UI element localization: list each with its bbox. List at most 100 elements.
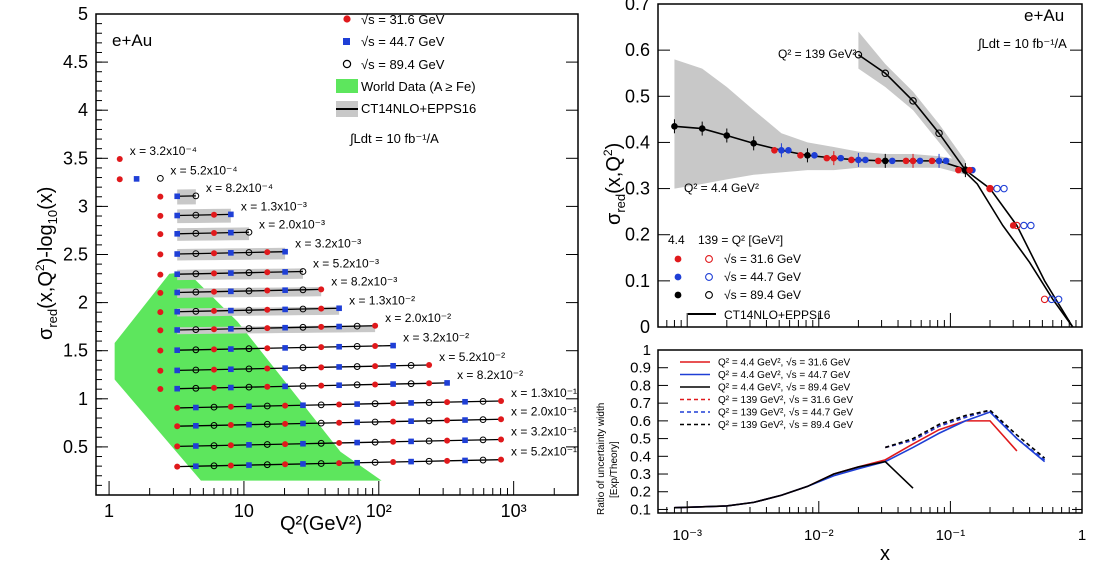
data-point [837,154,845,162]
point-sqrt-s-89 [299,344,307,351]
x-tick-label: 10 [234,501,254,521]
rt-legend: 4.4 139 = Q² [GeV²] √s = 31.6 GeV √s = 44… [668,233,831,322]
data-point [874,157,882,165]
point-sqrt-s-44 [282,306,288,313]
point-sqrt-s-31 [211,384,218,391]
data-point [811,152,818,159]
point-sqrt-s-31 [157,251,164,258]
data-point [723,132,731,139]
y-tick-label: 0.9 [630,360,651,377]
point-sqrt-s-89 [192,384,200,392]
point-sqrt-s-44 [282,365,288,371]
point-sqrt-s-44 [246,421,252,428]
rt-legend-line-label: CT14NLO+EPPS16 [724,308,831,322]
legend-item: Q² = 4.4 GeV², √s = 89.4 GeV [718,382,851,394]
legend-background [676,352,874,434]
data-point [671,122,678,130]
left-lumi: ∫Ldt = 10 fb⁻¹/A [349,131,439,146]
legend-item: √s = 89.4 GeV [361,57,445,72]
legend-filled-marker [674,255,682,263]
x-bin-label: x = 8.2x10⁻⁴ [206,181,273,195]
point-sqrt-s-89 [245,306,253,314]
rt-label-q44: Q² = 4.4 GeV² [684,181,759,195]
point-sqrt-s-44 [282,345,288,351]
point-sqrt-s-44 [462,417,468,423]
point-sqrt-s-89 [479,416,487,424]
point-sqrt-s-31 [318,364,325,371]
point-sqrt-s-31 [157,193,164,200]
x-bin-label: x = 3.2x10⁻⁴ [130,144,197,158]
point-sqrt-s-89 [299,382,307,390]
data-point [966,166,973,174]
point-sqrt-s-31 [211,270,218,277]
rb-legend: Q² = 4.4 GeV², √s = 31.6 GeV Q² = 4.4 GeV… [676,352,874,434]
point-sqrt-s-44 [408,418,414,424]
y-tick-label: 0.5 [625,86,650,106]
point-sqrt-s-44 [193,404,199,411]
point-sqrt-s-89 [245,249,253,256]
point-sqrt-s-31 [318,286,325,293]
y-tick-label: 0 [640,317,650,337]
point-sqrt-s-44 [174,193,180,200]
point-sqrt-s-31 [318,382,325,389]
point-sqrt-s-44 [282,287,288,293]
data-point [935,129,943,137]
left-y-axis-title: σred(x,Q2)-log10(x) [33,187,60,340]
point-sqrt-s-44 [354,459,360,466]
point-sqrt-s-44 [193,463,199,470]
y-tick-label: 0.8 [630,377,651,394]
point-sqrt-s-89 [317,460,325,467]
point-sqrt-s-31 [174,404,181,411]
world-data-polygon [114,271,382,481]
theory-line [857,54,1074,328]
point-sqrt-s-31 [336,460,343,467]
theory-band [858,31,966,175]
point-sqrt-s-31 [227,462,234,469]
legend-marker-green-box [336,79,358,93]
point-sqrt-s-31 [157,271,164,278]
legend-item: Q² = 4.4 GeV², √s = 31.6 GeV [718,357,851,369]
point-sqrt-s-89 [353,381,361,389]
point-sqrt-s-44 [408,438,414,445]
point-sqrt-s-31 [498,436,505,443]
theory-band [177,268,303,281]
point-sqrt-s-89 [156,174,164,182]
point-sqrt-s-89 [371,418,379,426]
point-sqrt-s-44 [336,323,342,330]
point-sqrt-s-44 [228,270,234,276]
point-sqrt-s-89 [299,268,307,275]
data-point [1047,295,1056,304]
theory-bands [674,31,966,189]
y-tick-label: 3 [78,196,88,216]
point-sqrt-s-44 [174,308,180,315]
point-sqrt-s-31 [264,345,271,352]
point-sqrt-s-44 [282,269,288,275]
y-tick-label: 0.6 [630,413,651,430]
point-sqrt-s-44 [228,384,234,391]
point-sqrt-s-31 [211,250,218,257]
x-bin-labels: x = 3.2x10⁻⁴ x = 5.2x10⁻⁴ x = 8.2x10⁻⁴ x = … [130,144,577,459]
rb-y-axis-title-1: Ratio of uncertainty width [596,403,607,515]
point-sqrt-s-44 [336,364,342,370]
point-sqrt-s-44 [408,400,414,406]
x-tick-label: 1 [104,501,114,521]
point-sqrt-s-31 [211,211,218,218]
theory-band [177,208,231,224]
y-tick-label: 4.5 [63,52,88,72]
data-point [955,166,962,174]
point-sqrt-s-31 [372,363,379,370]
point-sqrt-s-31 [390,418,397,425]
point-sqrt-s-44 [300,461,306,467]
y-tick-label: 0.3 [625,179,650,199]
y-tick-label: 0.6 [625,40,650,60]
point-sqrt-s-31 [157,327,164,334]
point-sqrt-s-89 [192,326,200,334]
point-sqrt-s-44 [390,381,396,387]
point-sqrt-s-31 [264,287,271,294]
point-sqrt-s-44 [300,402,306,409]
point-sqrt-s-31 [318,344,325,351]
point-sqrt-s-89 [263,461,271,469]
legend-open-marker [705,273,713,281]
point-sqrt-s-31 [116,156,123,163]
